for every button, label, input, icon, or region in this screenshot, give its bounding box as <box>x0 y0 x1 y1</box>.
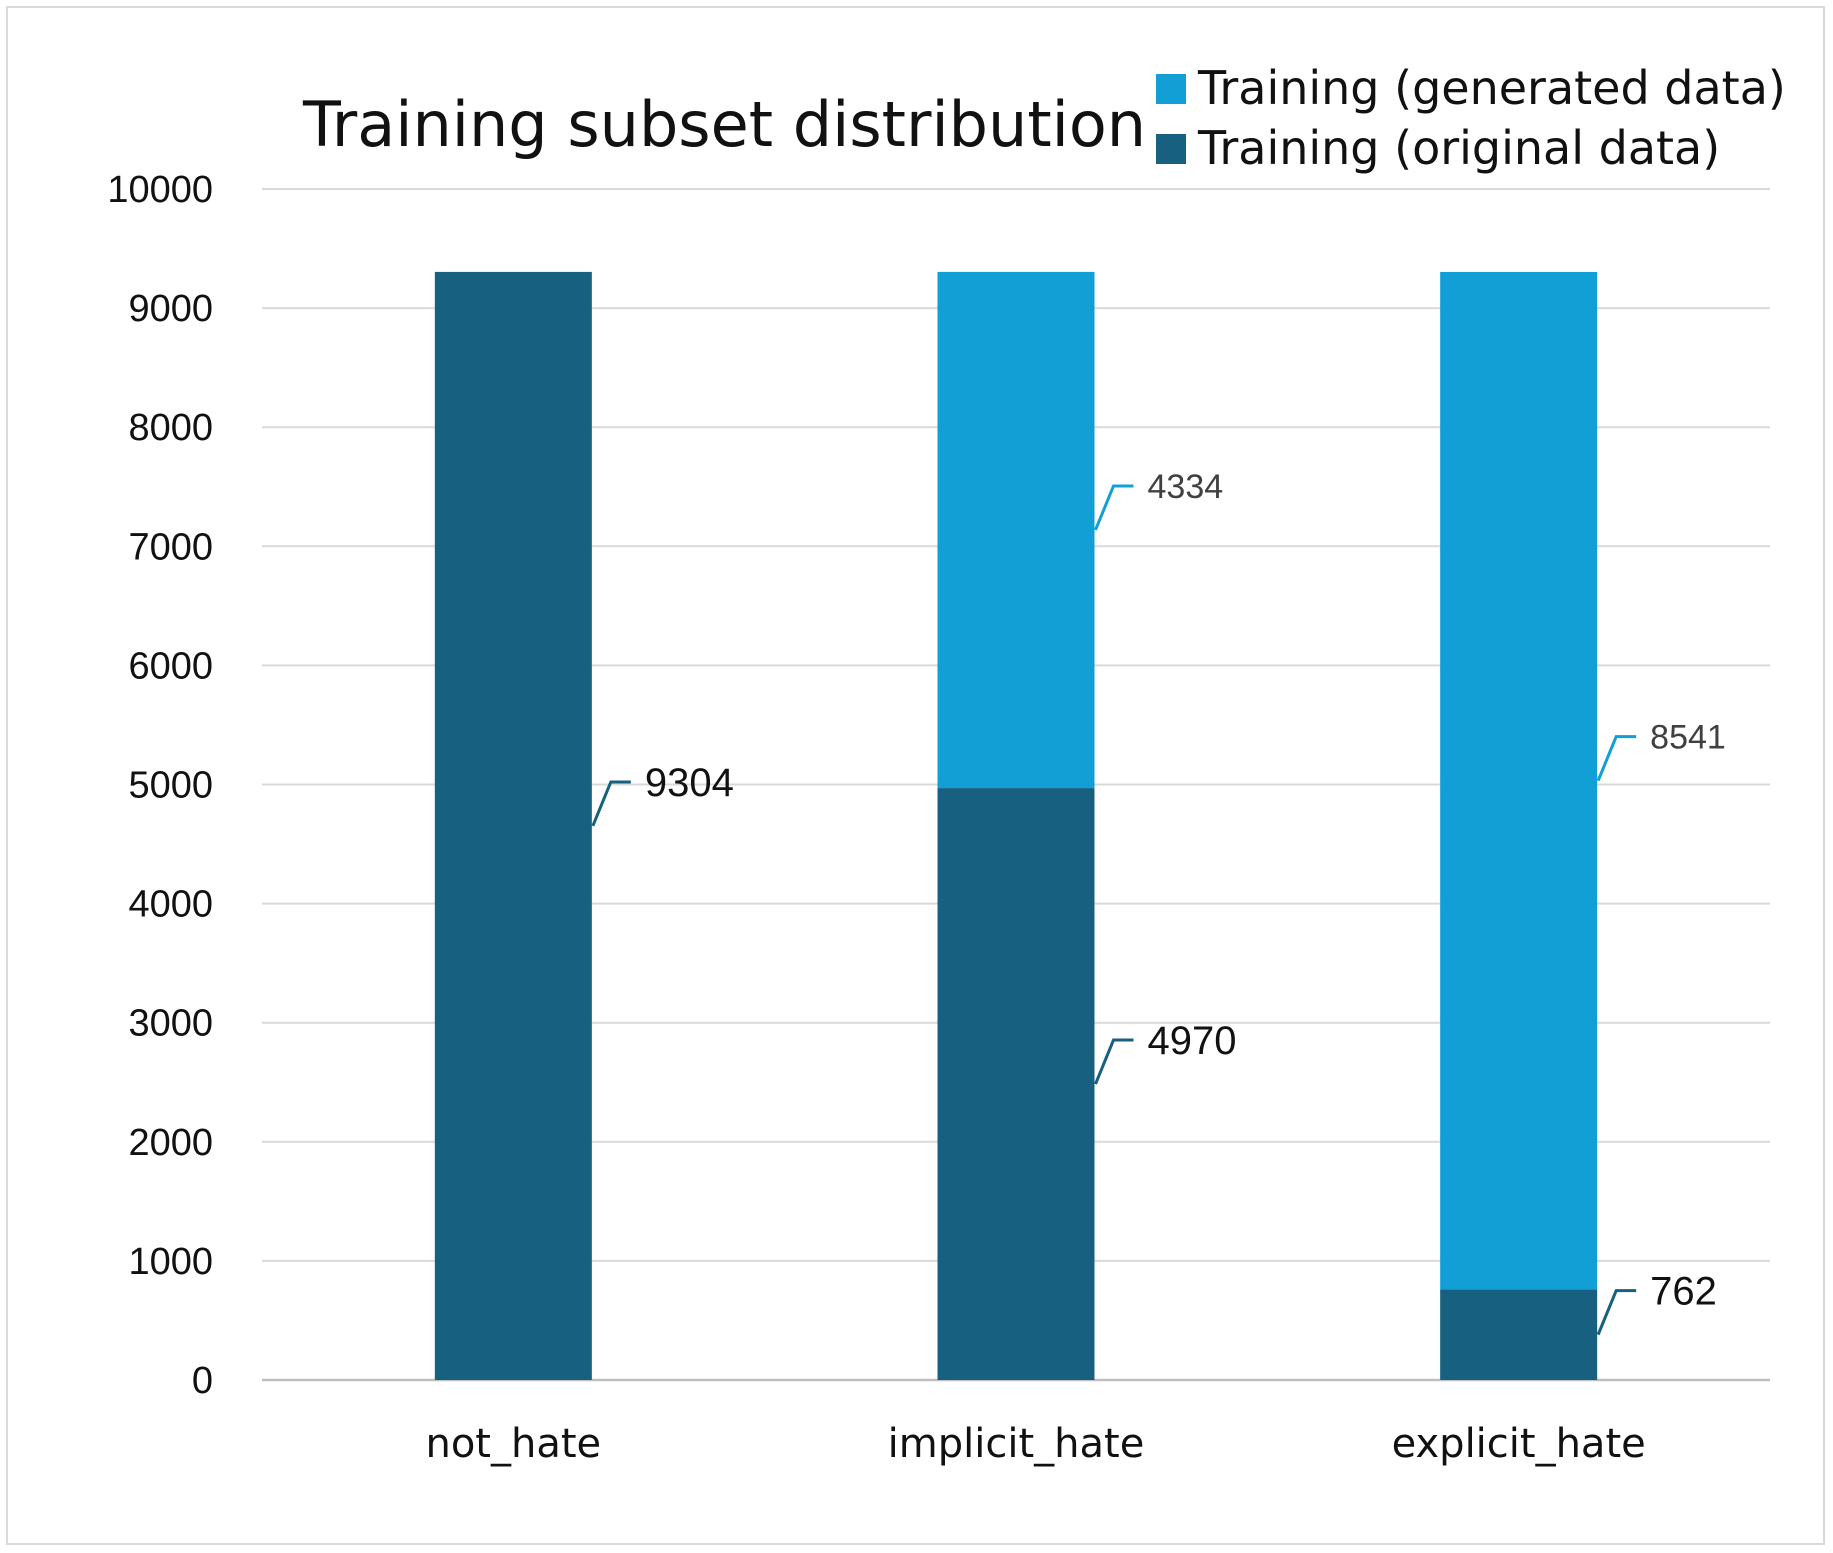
legend-swatch <box>1156 74 1186 104</box>
leader-line <box>1094 1038 1134 1085</box>
y-tick-label: 6000 <box>128 645 213 687</box>
legend-label: Training (generated data) <box>1197 61 1786 115</box>
bar-segment <box>434 271 592 1381</box>
data-label: 4334 <box>1148 468 1224 506</box>
bar-segment <box>937 788 1095 1380</box>
chart-title: Training subset distribution <box>302 88 1146 161</box>
y-tick-label: 10000 <box>107 169 213 211</box>
leader-line <box>1094 484 1134 531</box>
y-tick-label: 3000 <box>128 1003 213 1045</box>
y-tick-label: 5000 <box>128 765 213 807</box>
legend-label: Training (original data) <box>1197 121 1720 175</box>
y-tick-label: 7000 <box>128 526 213 568</box>
x-tick-label: not_hate <box>425 1421 601 1467</box>
data-label: 9304 <box>645 761 734 805</box>
x-axis-ticks: not_hate implicit_hate explicit_hate <box>425 1421 1645 1467</box>
y-tick-label: 8000 <box>128 407 213 449</box>
legend-swatch <box>1156 134 1186 164</box>
y-tick-label: 2000 <box>128 1122 213 1164</box>
leader-line <box>1596 735 1637 782</box>
y-tick-label: 0 <box>192 1360 213 1402</box>
legend: Training (generated data) Training (origi… <box>1156 61 1786 175</box>
data-labels: 9304 4334 4970 8541 762 <box>591 468 1726 1336</box>
x-tick-label: implicit_hate <box>888 1421 1145 1467</box>
y-tick-label: 4000 <box>128 884 213 926</box>
data-label: 8541 <box>1650 719 1726 757</box>
y-axis-ticks: 0 1000 2000 3000 4000 5000 6000 7000 8000 9000 100… <box>107 169 213 1402</box>
x-tick-label: explicit_hate <box>1392 1421 1646 1467</box>
leader-line <box>1596 1289 1637 1336</box>
bars <box>434 271 1598 1381</box>
data-label: 762 <box>1650 1270 1717 1314</box>
bar-segment <box>937 271 1095 789</box>
bar-segment <box>1440 1289 1598 1380</box>
y-tick-label: 1000 <box>128 1241 213 1283</box>
data-label: 4970 <box>1148 1019 1237 1063</box>
leader-line <box>591 780 631 827</box>
bar-segment <box>1440 272 1598 1290</box>
y-tick-label: 9000 <box>128 288 213 330</box>
